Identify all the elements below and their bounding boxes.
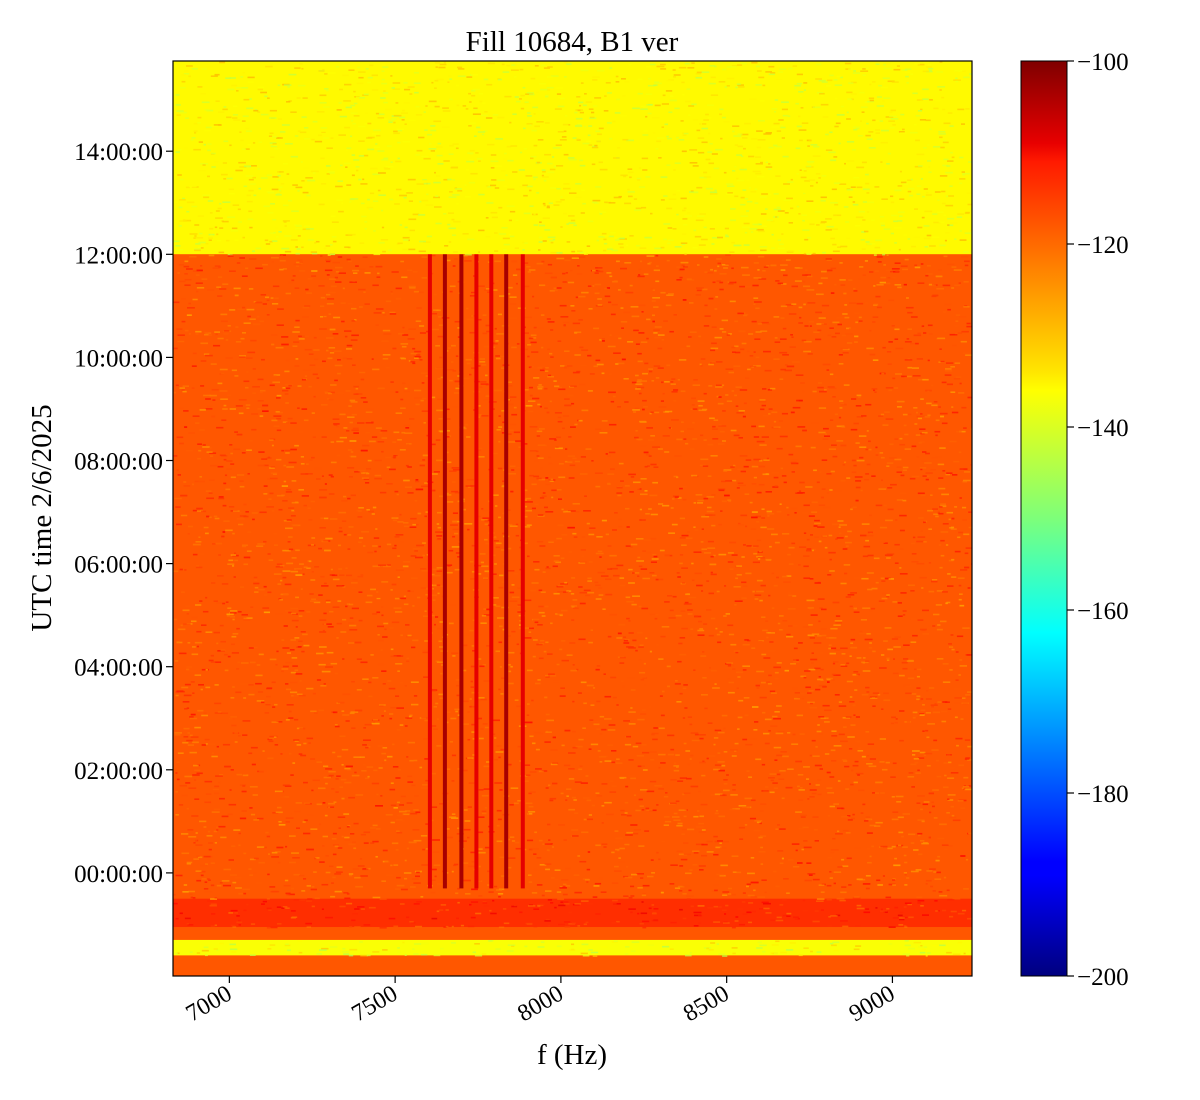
y-axis-label: UTC time 2/6/2025	[26, 404, 58, 631]
y-axis: 00:00:00 02:00:00 04:00:00 06:00:00 08:00:00…	[74, 139, 173, 888]
heatmap-region-2	[173, 254, 972, 899]
spectral-line-7835	[504, 254, 509, 889]
y-tick-label: 04:00:00	[74, 655, 163, 682]
colorbar-tick-label: −180	[1077, 781, 1129, 808]
spectral-line-7605	[427, 254, 432, 889]
x-tick-label: 7000	[182, 981, 237, 1028]
x-tick-label: 8000	[513, 981, 568, 1028]
chart-title: Fill 10684, B1 ver	[466, 26, 679, 58]
colorbar	[1020, 60, 1068, 977]
x-tick-label: 8500	[679, 981, 734, 1028]
heatmap-region-4	[173, 939, 972, 956]
heatmap-region-3	[173, 898, 972, 928]
y-tick-label: 14:00:00	[74, 139, 163, 166]
colorbar-axis: −100 −120 −140 −160 −180 −200	[1067, 49, 1129, 991]
y-tick-label: 02:00:00	[74, 758, 163, 785]
x-axis-label: f (Hz)	[537, 1039, 607, 1071]
spectral-line-7745	[474, 254, 479, 889]
spectral-line-7700	[459, 254, 464, 889]
y-tick-label: 12:00:00	[74, 242, 163, 269]
colorbar-tick-label: −200	[1077, 964, 1129, 991]
plot-frame	[172, 60, 973, 977]
colorbar-tick-label: −140	[1077, 415, 1129, 442]
y-tick-label: 10:00:00	[74, 345, 163, 372]
colorbar-tick-label: −160	[1077, 598, 1129, 625]
x-tick-label: 9000	[845, 981, 900, 1028]
x-tick-label: 7500	[348, 981, 403, 1028]
colorbar-tick-label: −100	[1077, 49, 1129, 76]
colorbar-tick-label: −120	[1077, 232, 1129, 259]
spectral-line-7650	[442, 254, 447, 889]
y-tick-label: 08:00:00	[74, 449, 163, 476]
x-axis: 7000 7500 8000 8500 9000	[182, 976, 900, 1028]
heatmap-area	[173, 61, 972, 976]
spectral-line-7885	[520, 254, 525, 889]
spectral-line-7790	[489, 254, 494, 889]
y-tick-label: 06:00:00	[74, 552, 163, 579]
y-tick-label: 00:00:00	[74, 861, 163, 888]
